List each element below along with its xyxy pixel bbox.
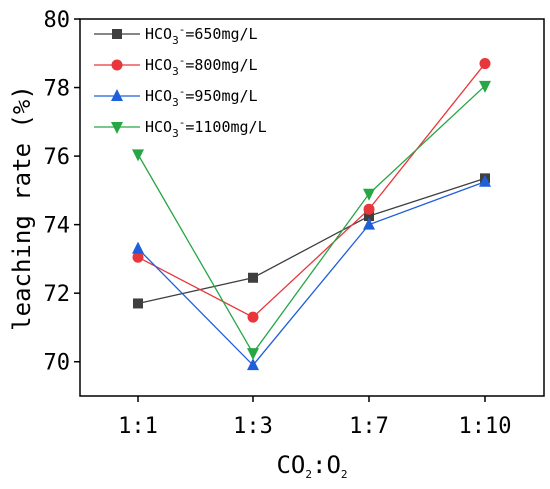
- series-2: [132, 58, 491, 323]
- data-point: [132, 251, 144, 263]
- y-tick-label: 78: [44, 77, 71, 102]
- data-point: [247, 311, 259, 323]
- data-point: [133, 298, 143, 309]
- y-axis-ticks: 70 72 74 76 78 80: [44, 8, 80, 376]
- y-tick-label: 80: [44, 8, 71, 33]
- y-tick-label: 74: [44, 214, 71, 239]
- y-tick-label: 76: [44, 145, 71, 170]
- legend-label: HCO3-=650mg/L: [145, 23, 258, 47]
- data-point: [479, 58, 491, 70]
- data-point: [479, 174, 491, 187]
- x-tick-label: 1:7: [349, 414, 389, 439]
- data-point: [247, 358, 259, 371]
- x-tick-label: 1:1: [118, 414, 158, 439]
- legend-marker: [111, 122, 123, 134]
- series-3: [132, 174, 491, 371]
- x-axis-ticks: 1:1 1:3 1:7 1:10: [118, 396, 511, 439]
- y-tick-label: 70: [44, 351, 71, 376]
- data-point: [132, 241, 144, 254]
- legend-marker: [111, 89, 123, 101]
- data-point: [248, 272, 258, 283]
- data-point: [364, 211, 374, 222]
- legend-item: HCO3-=950mg/L: [94, 85, 258, 109]
- series-1: [133, 173, 490, 309]
- data-point: [479, 80, 491, 93]
- legend: HCO3-=650mg/L HCO3-=800mg/L HCO3-=950mg/L H…: [94, 23, 267, 140]
- y-tick-label: 72: [44, 282, 71, 307]
- x-axis-title: CO2:O2: [276, 451, 347, 481]
- legend-item: HCO3-=800mg/L: [94, 54, 258, 78]
- legend-label: HCO3-=950mg/L: [145, 85, 258, 109]
- series-line: [137, 177, 486, 305]
- legend-marker: [112, 29, 122, 39]
- data-point: [363, 217, 375, 230]
- series-4: [132, 80, 491, 361]
- data-point: [363, 203, 375, 215]
- data-point: [132, 149, 144, 162]
- series-layer: [132, 58, 491, 371]
- x-tick-label: 1:10: [459, 414, 512, 439]
- plot-frame: [79, 18, 545, 397]
- y-axis-title: leaching rate (%): [8, 85, 36, 331]
- legend-label: HCO3-=1100mg/L: [145, 116, 267, 140]
- legend-item: HCO3-=1100mg/L: [94, 116, 267, 140]
- series-line: [137, 181, 486, 367]
- legend-marker: [111, 59, 123, 71]
- legend-label: HCO3-=800mg/L: [145, 54, 258, 78]
- x-tick-label: 1:3: [233, 414, 273, 439]
- data-point: [363, 188, 375, 201]
- series-line: [137, 63, 486, 318]
- data-point: [247, 348, 259, 361]
- series-line: [137, 85, 486, 355]
- legend-item: HCO3-=650mg/L: [94, 23, 258, 47]
